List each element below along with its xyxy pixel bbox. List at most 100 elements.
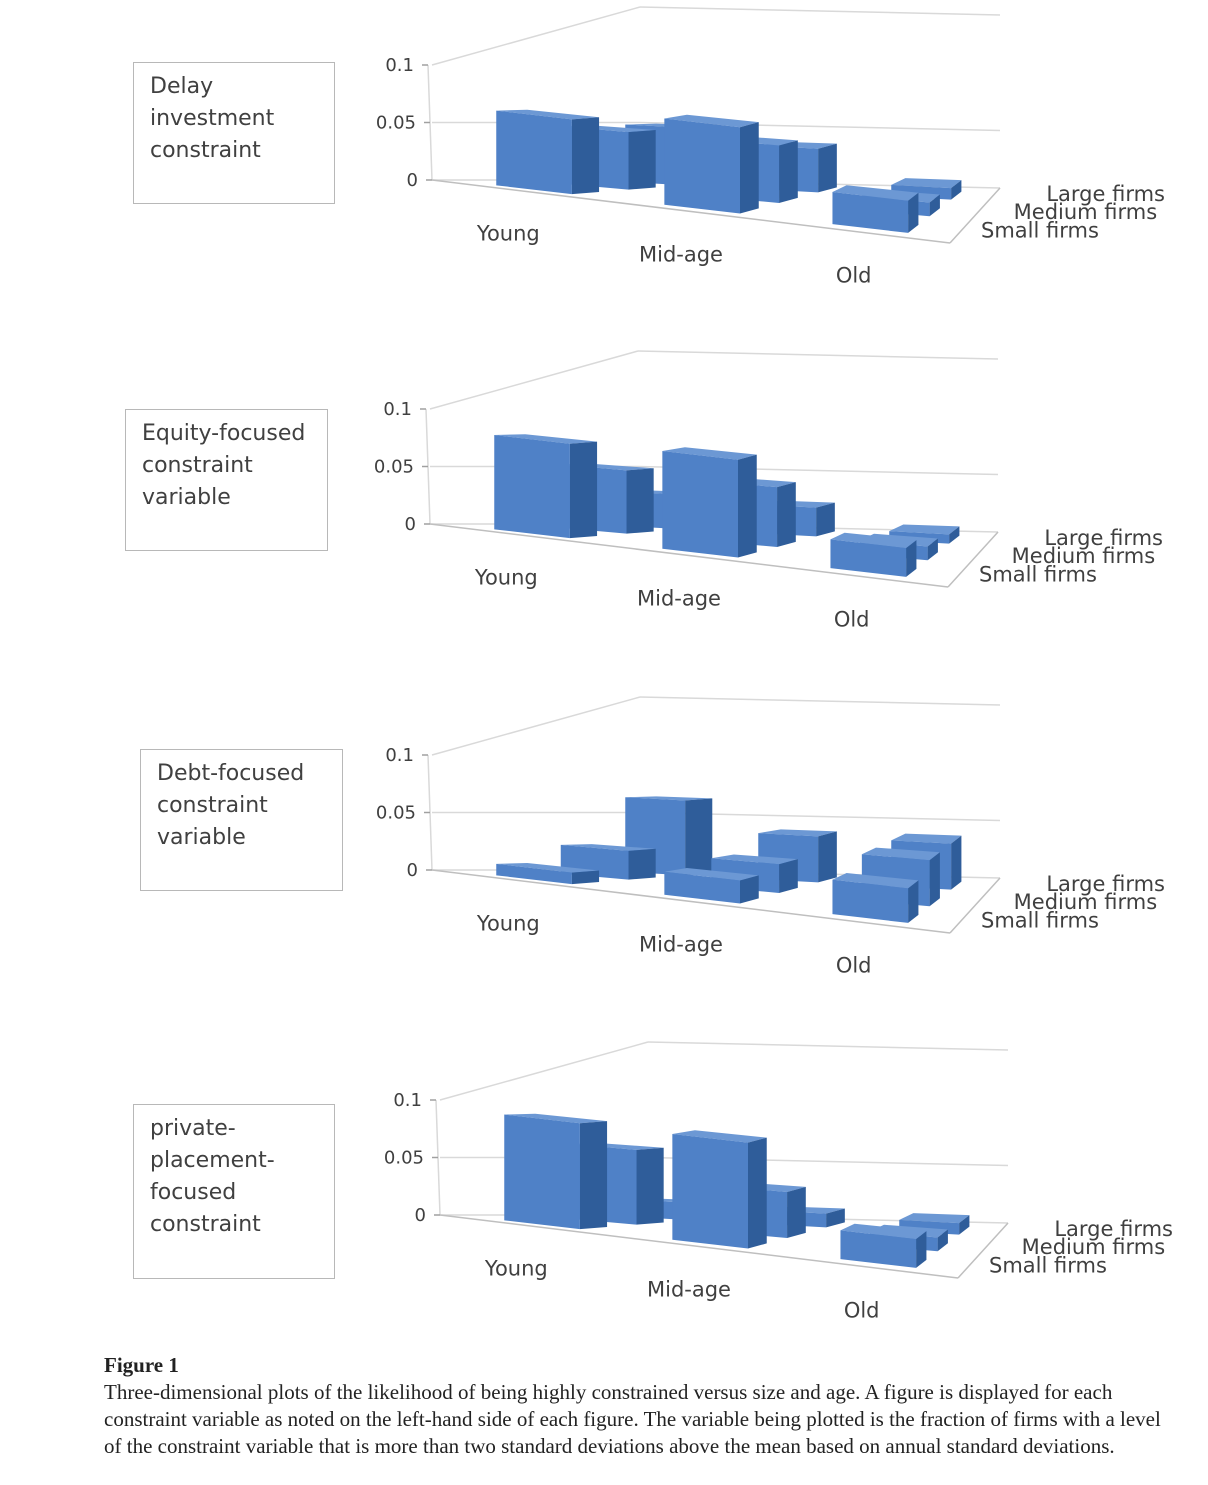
bar3d-chart: 0 0.05 0.1 Young Mid-age Old Small firmsMedium… xyxy=(376,696,1165,978)
bar-side-face xyxy=(908,880,919,923)
bar-side-face xyxy=(826,1208,845,1228)
bar-top-face xyxy=(496,109,600,120)
bar-top-face xyxy=(664,868,759,881)
depth-category-label: Medium firms xyxy=(1022,1235,1166,1259)
bar-side-face xyxy=(579,1121,608,1230)
bar-side-face xyxy=(779,140,798,203)
x-category-label: Mid-age xyxy=(639,243,723,267)
x-category-label: Mid-age xyxy=(639,933,723,957)
bar-side-face xyxy=(818,143,837,193)
z-tick-label: 0.1 xyxy=(383,399,412,420)
depth-category-label: Large firms xyxy=(1044,526,1163,550)
caption-title: Figure 1 xyxy=(104,1353,179,1377)
label-line: investment xyxy=(150,106,275,131)
bar-top-face xyxy=(830,532,917,549)
bar-small-firms-young xyxy=(496,863,600,885)
bar-front-face xyxy=(832,191,909,233)
chart-panel-2: Equity-focused constraint variable 0 0.05… xyxy=(0,0,1208,632)
z-tick-label: 0.1 xyxy=(393,1090,422,1111)
constraint-label-box: private- placement- focused constraint xyxy=(133,1104,335,1279)
x-category-label: Old xyxy=(836,264,872,288)
side-wall-gridline xyxy=(431,6,641,66)
bar-top-face xyxy=(496,863,600,873)
depth-category-label: Small firms xyxy=(989,1254,1107,1278)
bar-side-face xyxy=(628,848,656,880)
label-line: Equity-focused xyxy=(142,421,306,446)
bar-side-face xyxy=(959,1215,970,1235)
bar-small-firms-old xyxy=(830,532,917,577)
bar-top-face xyxy=(560,844,656,851)
bar-side-face xyxy=(908,192,919,233)
x-category-label: Mid-age xyxy=(637,587,721,611)
bar-front-face xyxy=(504,1114,580,1230)
bar-small-firms-old xyxy=(840,1223,927,1268)
bar-top-face xyxy=(891,178,962,189)
depth-category-label: Medium firms xyxy=(1012,544,1156,568)
label-line: variable xyxy=(142,485,231,510)
bar-small-firms-mid-age xyxy=(664,868,759,904)
bar3d-chart: 0 0.05 0.1 Young Mid-age Old Small firmsMedium… xyxy=(374,350,1163,632)
z-tick-label: 0 xyxy=(407,860,418,881)
bar-top-face xyxy=(899,1213,970,1224)
bar-side-face xyxy=(937,1229,948,1252)
back-wall-gridline xyxy=(647,1041,1009,1051)
bar-top-face xyxy=(832,185,919,201)
side-wall-gridline xyxy=(429,350,639,410)
bar-front-face xyxy=(664,118,741,214)
bar-top-face xyxy=(672,1130,767,1143)
label-line: constraint xyxy=(142,453,253,478)
bar-side-face xyxy=(571,870,600,885)
depth-axis-line xyxy=(947,531,999,588)
bar-front-face xyxy=(830,539,907,577)
label-line: private- xyxy=(150,1116,236,1141)
z-tick-label: 0 xyxy=(415,1205,426,1226)
x-category-label: Young xyxy=(484,1257,548,1281)
z-tick-label: 0.1 xyxy=(385,55,414,76)
bar-top-face xyxy=(889,524,960,535)
x-axis-line xyxy=(431,179,951,244)
bar-top-face xyxy=(504,1113,608,1124)
x-axis-line xyxy=(431,869,951,934)
bar-front-face xyxy=(832,879,909,923)
caption-text: Three-dimensional plots of the likelihoo… xyxy=(104,1380,1161,1458)
label-line: Delay xyxy=(150,74,214,99)
bar-side-face xyxy=(818,831,837,883)
z-tick-label: 0.05 xyxy=(384,1148,424,1169)
x-axis-line xyxy=(429,523,949,588)
bar-side-face xyxy=(927,538,938,561)
bar-top-face xyxy=(840,1223,927,1240)
depth-category-label: Medium firms xyxy=(1014,200,1158,224)
bar-small-firms-old xyxy=(832,872,919,923)
label-line: placement- xyxy=(150,1148,275,1173)
chart-panel-3: Debt-focused constraint variable 0 0.05 0.… xyxy=(0,0,1208,978)
bar-top-face xyxy=(494,434,598,444)
bar-front-face xyxy=(496,110,572,195)
bar-side-face xyxy=(916,1231,927,1268)
bar3d-chart: 0 0.05 0.1 Young Mid-age Old Small firmsMedium… xyxy=(384,1041,1173,1323)
bar-side-face xyxy=(779,859,798,893)
bar-side-face xyxy=(740,122,759,214)
label-line: constraint xyxy=(157,793,268,818)
x-category-label: Young xyxy=(476,912,540,936)
x-category-label: Old xyxy=(834,608,870,632)
depth-category-label: Small firms xyxy=(981,219,1099,243)
x-category-label: Mid-age xyxy=(647,1278,731,1302)
x-category-label: Young xyxy=(476,222,540,246)
bar-side-face xyxy=(571,117,600,195)
back-wall-gridline xyxy=(637,350,999,360)
back-wall-gridline xyxy=(639,696,1001,706)
z-tick-label: 0.05 xyxy=(376,803,416,824)
bar-top-face xyxy=(891,833,962,844)
bar-side-face xyxy=(569,441,598,539)
bar-front-face xyxy=(672,1133,749,1249)
figure-caption: Figure 1 Three-dimensional plots of the … xyxy=(104,1352,1164,1460)
depth-axis-line xyxy=(949,877,1001,934)
bar-side-face xyxy=(628,130,656,190)
bar-small-firms-mid-age xyxy=(672,1130,767,1249)
bar-small-firms-young xyxy=(504,1113,608,1230)
bar-side-face xyxy=(636,1147,664,1225)
bar-front-face xyxy=(664,871,741,904)
bar-front-face xyxy=(494,435,570,539)
bar-front-face xyxy=(662,450,739,558)
bar-top-face xyxy=(664,114,759,128)
